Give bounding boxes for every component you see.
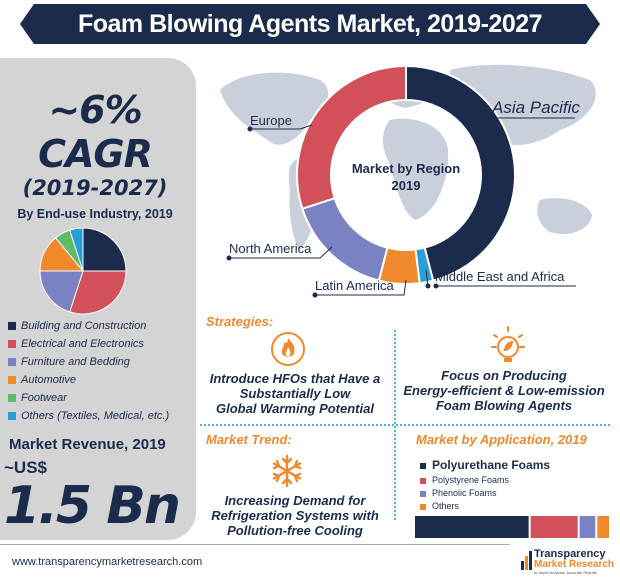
leader-dot (487, 115, 493, 121)
cagr-value: ~6% (48, 88, 142, 132)
pie-slice-furniture-and-bedding (39, 270, 84, 313)
strategy-1-line-3: Global Warming Potential (216, 401, 374, 416)
stacked-bar-segment-polystyrene-foams (530, 516, 578, 538)
revenue-value: 1.5 Bn (4, 476, 181, 536)
trend-line-3: Pollution-free Cooling (227, 523, 363, 538)
fire-icon (271, 332, 305, 366)
leader-dot (312, 292, 318, 298)
pie-slice-building-and-construction (82, 227, 127, 272)
strategy-1-line-2: Substantially Low (239, 386, 351, 401)
company-logo: Transparency Market Research In-depth An… (520, 545, 615, 577)
pie-slice-electrical-and-electronics (69, 270, 127, 315)
logo-text-2: Market Research (534, 559, 615, 570)
region-leader-lines (226, 115, 576, 298)
legend-label: Building and Construction (21, 320, 147, 332)
trend-line-1: Increasing Demand for (224, 493, 366, 508)
trend-heading: Market Trend: (206, 432, 292, 447)
application-legend-label: Phenolic Foams (432, 488, 497, 498)
footer-divider (0, 544, 510, 545)
revenue-title: Market Revenue, 2019 (9, 436, 166, 453)
donut-segment-asia-pacific (405, 64, 516, 282)
region-donut (296, 64, 516, 285)
application-heading: Market by Application, 2019 (416, 432, 587, 447)
strategy-2-text: Focus on Producing Energy-efficient & Lo… (398, 368, 610, 413)
leader-line (315, 279, 407, 296)
legend-swatch (8, 358, 16, 366)
leaf-bulb-icon (491, 326, 525, 362)
cagr-period: (2019-2027) (22, 176, 168, 200)
application-legend-label: Polystyrene Foams (432, 475, 510, 485)
legend-swatch (8, 322, 16, 330)
region-chart: Market by Region 2019 Asia Pacific Europ… (200, 50, 620, 310)
pie-slice-others-textiles-medical-etc (69, 227, 84, 272)
legend-label: Furniture and Bedding (21, 356, 130, 368)
strategies-heading: Strategies: (206, 314, 274, 329)
strategy-2-line-1: Focus on Producing (441, 368, 567, 383)
legend-swatch (8, 376, 16, 384)
logo-text-1: Transparency (534, 548, 606, 560)
revenue-prefix: ~US$ (4, 458, 47, 477)
region-label-europe: Europe (250, 113, 292, 128)
snowflake-icon (272, 454, 302, 488)
leader-line (425, 269, 429, 287)
region-center-year: 2019 (391, 178, 421, 193)
region-label-north-america: North America (229, 241, 312, 256)
stacked-bar-segment-others (597, 516, 609, 538)
legend-label: Electrical and Electronics (21, 338, 144, 350)
title-bar: Foam Blowing Agents Market, 2019-2027 (20, 4, 600, 44)
strategy-1-line-1: Introduce HFOs that Have a (209, 371, 381, 386)
region-label-asia-pacific: Asia Pacific (492, 98, 580, 117)
footer-url[interactable]: www.transparencymarketresearch.com (12, 556, 203, 568)
trend-line-2: Refrigeration Systems with (211, 508, 379, 523)
application-legend-label: Polyurethane Foams (432, 458, 551, 472)
enduse-title: By End-use Industry, 2019 (17, 207, 173, 221)
strategy-1-text: Introduce HFOs that Have a Substantially… (200, 371, 390, 416)
strategy-2-line-3: Foam Blowing Agents (435, 398, 573, 413)
legend-label: Automotive (21, 374, 77, 386)
region-center-label: Market by Region 2019 (336, 160, 476, 194)
application-legend-swatch (420, 463, 426, 469)
application-legend-swatch (420, 478, 426, 484)
legend-swatch (8, 412, 16, 420)
map-landmass (220, 72, 329, 145)
region-center-title: Market by Region (351, 161, 461, 176)
legend-label: Others (Textiles, Medical, etc.) (21, 410, 170, 422)
vertical-divider (394, 330, 396, 520)
application-legend-swatch (420, 491, 426, 497)
legend-label: Footwear (21, 392, 67, 404)
legend-swatch (8, 340, 16, 348)
cagr-label: CAGR (38, 132, 153, 176)
application-legend-label: Others (432, 501, 460, 511)
stacked-bar-segment-polyurethane-foams (415, 516, 529, 538)
horizontal-divider (200, 424, 610, 426)
region-label-mea: Middle East and Africa (435, 269, 565, 284)
stacked-bar-segment-phenolic-foams (579, 516, 596, 538)
donut-segment-europe (296, 64, 407, 210)
legend-swatch (8, 394, 16, 402)
title-banner-shape (20, 4, 600, 44)
leader-line (229, 246, 333, 259)
leader-dot (425, 283, 431, 289)
strategy-2-line-2: Energy-efficient & Low-emission (403, 383, 605, 398)
leader-dot (247, 126, 253, 132)
trend-text: Increasing Demand for Refrigeration Syst… (200, 493, 390, 538)
leader-dot (226, 255, 232, 261)
application-legend-swatch (420, 504, 426, 510)
leader-line (250, 124, 313, 130)
region-chart-svg (220, 64, 596, 298)
region-label-latin-america: Latin America (315, 278, 394, 293)
leader-dot (433, 283, 439, 289)
logo-text-3: In-depth Analysis. Accurate Results (534, 570, 597, 575)
map-landmass (537, 198, 592, 235)
left-panel: ~6% CAGR (2019-2027) By End-use Industry… (0, 58, 196, 540)
map-landmass (382, 118, 449, 220)
logo-mark-icon (521, 551, 532, 570)
enduse-pie-chart (39, 227, 127, 315)
donut-segment-north-america (301, 196, 389, 282)
application-stacked-bar (415, 516, 609, 538)
page-title: Foam Blowing Agents Market, 2019-2027 (77, 10, 543, 38)
